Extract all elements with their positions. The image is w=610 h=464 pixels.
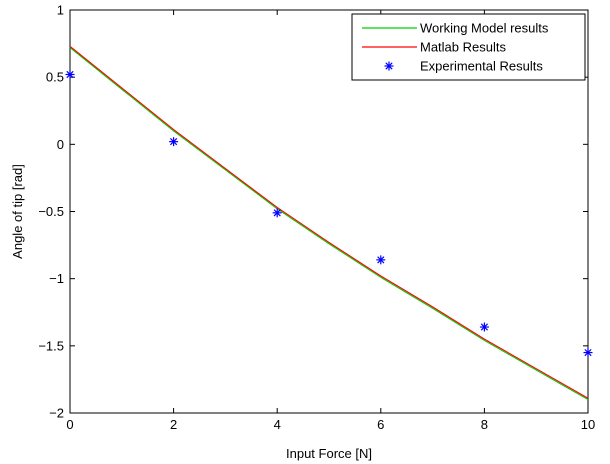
x-tick-label: 2 <box>170 417 177 432</box>
x-tick-label: 10 <box>581 417 595 432</box>
y-tick-label: −0.5 <box>38 204 64 219</box>
data-point <box>479 322 489 332</box>
x-tick-label: 8 <box>481 417 488 432</box>
x-tick-label: 0 <box>66 417 73 432</box>
x-axis-label: Input Force [N] <box>286 446 372 461</box>
data-point <box>583 348 593 358</box>
y-tick-label: 1 <box>57 3 64 18</box>
y-tick-label: 0 <box>57 137 64 152</box>
y-tick-label: −1.5 <box>38 338 64 353</box>
y-axis-label: Angle of tip [rad] <box>10 164 25 259</box>
data-point <box>169 137 179 147</box>
y-tick-label: −1 <box>49 271 64 286</box>
legend-entry: Matlab Results <box>362 40 506 55</box>
data-point <box>376 255 386 265</box>
y-tick-label: −2 <box>49 406 64 421</box>
legend-label: Experimental Results <box>420 59 543 74</box>
series-layer <box>65 45 593 401</box>
data-point <box>272 208 282 218</box>
series-line-matlab-results <box>69 45 589 399</box>
legend: Working Model results Matlab Results Exper… <box>351 13 586 81</box>
legend-swatch <box>384 61 394 71</box>
series-line-working-model-results <box>69 47 589 401</box>
legend-label: Matlab Results <box>420 40 506 55</box>
data-point <box>65 69 75 79</box>
axis-ticks: 0 2 4 6 8 10 −2 −1.5 −1 −0.5 0 0.5 1 <box>38 3 595 433</box>
legend-entry: Experimental Results <box>384 59 543 74</box>
series-points-experimental-results <box>65 69 593 358</box>
legend-label: Working Model results <box>420 21 549 36</box>
y-tick-label: 0.5 <box>46 70 64 85</box>
legend-entry: Working Model results <box>362 21 549 36</box>
x-tick-label: 6 <box>377 417 384 432</box>
x-tick-label: 4 <box>274 417 281 432</box>
